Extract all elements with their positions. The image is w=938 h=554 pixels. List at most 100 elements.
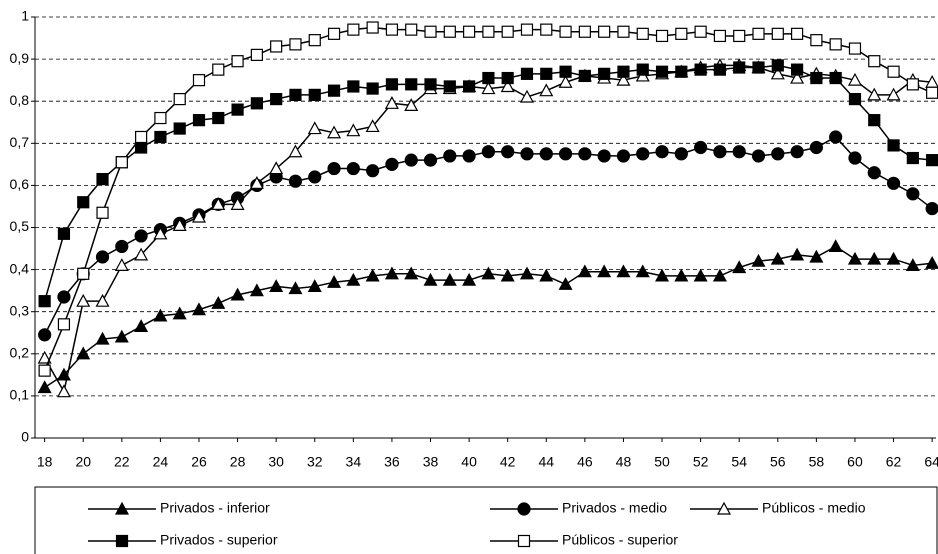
point <box>365 268 380 282</box>
point <box>96 206 109 219</box>
point <box>191 302 207 316</box>
y-tick-label: 0,2 <box>10 345 30 361</box>
point <box>269 279 284 293</box>
point <box>635 264 650 278</box>
x-tick-label: 30 <box>268 454 284 470</box>
point <box>655 145 669 159</box>
point <box>154 111 167 125</box>
point <box>443 149 457 163</box>
point <box>191 209 207 223</box>
point <box>327 274 342 288</box>
point <box>905 258 920 271</box>
point <box>926 86 938 99</box>
point <box>249 176 264 189</box>
point <box>308 88 321 101</box>
point <box>501 25 514 38</box>
point <box>385 23 399 36</box>
point <box>404 153 418 167</box>
point <box>307 279 322 293</box>
point <box>327 125 342 139</box>
point <box>712 268 727 282</box>
point <box>519 89 534 103</box>
point <box>481 81 496 95</box>
point <box>925 201 938 216</box>
point <box>886 251 901 265</box>
point <box>347 23 360 36</box>
point <box>675 27 688 40</box>
point <box>558 277 573 290</box>
point <box>674 147 688 161</box>
point <box>192 114 206 127</box>
point <box>713 145 727 159</box>
point <box>366 82 379 95</box>
point <box>231 55 244 68</box>
point <box>404 266 419 280</box>
point <box>810 71 823 85</box>
point <box>655 29 669 43</box>
y-tick-label: 0,3 <box>10 302 30 318</box>
point <box>135 130 148 144</box>
x-tick-label: 60 <box>847 454 863 470</box>
y-tick-label: 0,1 <box>10 387 30 403</box>
point <box>37 350 52 364</box>
x-tick-label: 48 <box>616 454 632 470</box>
point <box>867 87 882 101</box>
point <box>269 161 284 175</box>
point <box>95 293 110 307</box>
point <box>539 147 553 161</box>
x-tick-label: 54 <box>731 454 747 470</box>
point <box>558 147 573 161</box>
y-tick-label: 0,5 <box>10 218 30 234</box>
x-tick-label: 56 <box>770 454 786 470</box>
point <box>442 272 457 286</box>
point <box>926 154 938 167</box>
point <box>135 141 148 154</box>
point <box>577 264 592 278</box>
point <box>578 25 591 38</box>
point <box>868 55 881 68</box>
point <box>115 156 128 169</box>
point <box>716 501 732 515</box>
point <box>558 75 573 88</box>
point <box>77 196 90 209</box>
point <box>463 80 476 93</box>
point <box>617 25 630 38</box>
point <box>211 296 226 309</box>
point <box>134 229 148 243</box>
point <box>115 534 129 548</box>
point <box>115 239 129 254</box>
x-tick-label: 52 <box>693 454 709 470</box>
point <box>327 84 341 97</box>
x-tick-label: 22 <box>114 454 130 470</box>
x-tick-label: 62 <box>886 454 902 470</box>
point <box>771 59 784 72</box>
point <box>906 187 920 201</box>
point <box>810 34 823 47</box>
point <box>96 172 109 186</box>
point <box>95 250 110 264</box>
point <box>751 149 766 163</box>
point <box>366 21 379 34</box>
point <box>114 501 130 515</box>
point <box>443 80 456 93</box>
point <box>462 272 477 286</box>
point <box>636 27 649 40</box>
x-tick-label: 24 <box>153 454 169 470</box>
point <box>790 145 804 159</box>
point <box>192 74 206 87</box>
point <box>37 380 52 394</box>
point <box>443 25 456 38</box>
point <box>134 247 149 261</box>
y-tick-label: 0,7 <box>10 134 30 150</box>
legend-box <box>34 486 938 554</box>
point <box>288 281 303 295</box>
point <box>38 295 51 308</box>
point <box>809 249 824 263</box>
point <box>925 256 938 269</box>
point <box>887 139 900 152</box>
point <box>790 63 804 76</box>
point <box>327 27 341 40</box>
point <box>770 251 785 265</box>
point <box>501 71 514 85</box>
point <box>114 329 129 343</box>
